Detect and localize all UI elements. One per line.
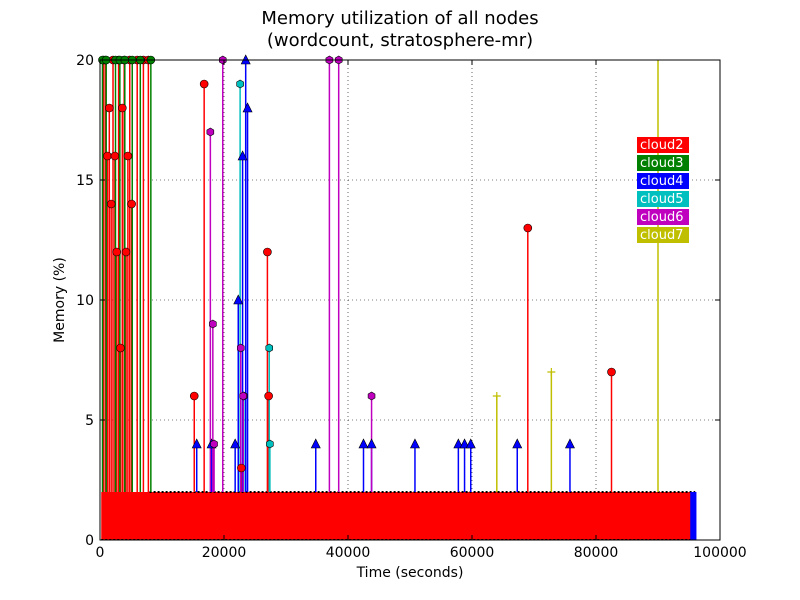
legend-swatch-cloud6	[637, 209, 689, 225]
point-cloud2	[523, 223, 533, 233]
point-cloud2	[110, 151, 120, 161]
y-tick-label: 10	[76, 293, 94, 309]
point-cloud2	[103, 151, 112, 161]
point-cloud4	[366, 438, 377, 449]
x-axis-label: Time (seconds)	[356, 565, 464, 581]
data-marks	[101, 60, 697, 540]
point-cloud2	[105, 103, 114, 113]
x-tick-label: 0	[96, 545, 105, 561]
y-tick-label: 5	[85, 413, 94, 429]
baseline-tail-cloud4	[690, 492, 697, 540]
chart-title-line-2: (wordcount, stratosphere-mr)	[266, 30, 534, 51]
point-cloud6	[209, 319, 217, 329]
chart-title-line-1: Memory utilization of all nodes	[261, 8, 539, 29]
baseline-band	[101, 492, 696, 540]
y-tick-label: 15	[76, 173, 94, 189]
point-cloud5	[236, 79, 244, 89]
point-cloud2	[264, 391, 273, 401]
y-tick-label: 0	[85, 533, 94, 549]
legend-label-cloud2: cloud2	[640, 138, 683, 153]
y-axis-label: Memory (%)	[52, 257, 68, 343]
point-cloud4	[242, 102, 253, 113]
point-cloud2	[106, 199, 116, 209]
point-cloud4	[237, 150, 248, 161]
point-cloud5	[265, 343, 274, 353]
point-cloud4	[191, 438, 202, 449]
axis-ticks: 0 20000 40000 60000 80000 100000 0 5 10 15 20	[76, 53, 747, 561]
point-cloud2	[189, 391, 199, 401]
point-cloud2	[116, 343, 125, 353]
point-cloud4	[512, 438, 523, 449]
point-cloud2	[237, 463, 246, 473]
point-cloud4	[409, 438, 420, 449]
point-cloud4	[230, 438, 241, 449]
legend-swatch-cloud4	[637, 173, 689, 189]
point-cloud4	[564, 438, 575, 449]
point-cloud2	[118, 103, 127, 113]
point-cloud4	[453, 438, 464, 449]
legend-swatch-cloud2	[637, 137, 689, 153]
point-cloud4	[465, 438, 476, 449]
point-cloud2	[199, 79, 209, 89]
legend-label-cloud6: cloud6	[640, 210, 683, 225]
point-cloud5	[266, 439, 274, 449]
point-cloud2	[123, 151, 133, 161]
point-cloud4	[233, 294, 244, 305]
point-cloud7	[547, 368, 556, 376]
point-cloud7	[492, 392, 501, 400]
chart-title: Memory utilization of all nodes (wordcou…	[0, 8, 800, 52]
point-cloud6	[210, 439, 218, 449]
point-cloud2	[607, 367, 616, 377]
grid-lines	[100, 60, 720, 540]
legend-swatch-cloud5	[637, 191, 689, 207]
point-cloud4	[459, 438, 470, 449]
legend-swatch-cloud3	[637, 155, 689, 171]
x-tick-label: 20000	[202, 545, 247, 561]
legend-label-cloud5: cloud5	[640, 192, 683, 207]
legend-label-cloud4: cloud4	[640, 174, 683, 189]
y-tick-label: 20	[76, 53, 94, 69]
point-cloud4	[310, 438, 321, 449]
point-cloud6	[239, 391, 247, 401]
point-cloud2	[112, 247, 122, 257]
point-cloud6	[237, 343, 245, 353]
x-tick-label: 80000	[574, 545, 619, 561]
legend: cloud2 cloud3 cloud4 cloud5 cloud6 cloud7	[637, 137, 689, 243]
legend-swatch-cloud7	[637, 227, 689, 243]
point-cloud2	[127, 199, 136, 209]
x-tick-label: 60000	[450, 545, 495, 561]
point-cloud4	[358, 438, 369, 449]
legend-label-cloud3: cloud3	[640, 156, 683, 171]
x-tick-label: 100000	[693, 545, 746, 561]
point-cloud6	[367, 391, 376, 401]
x-tick-label: 40000	[326, 545, 371, 561]
point-cloud2	[121, 247, 131, 257]
point-cloud6	[206, 127, 215, 137]
legend-label-cloud7: cloud7	[640, 228, 683, 243]
point-cloud2	[263, 247, 272, 257]
